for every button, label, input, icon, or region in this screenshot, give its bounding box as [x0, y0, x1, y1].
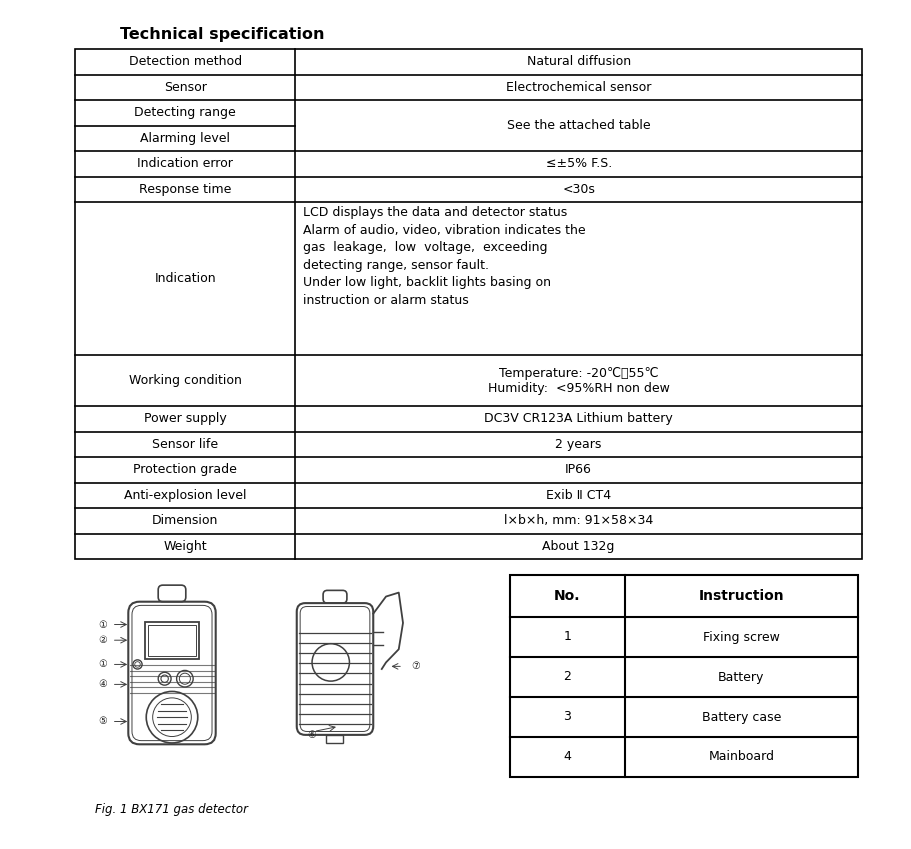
Text: Sensor life: Sensor life: [152, 438, 218, 451]
Text: 4: 4: [563, 751, 570, 763]
Bar: [75, 49, 861, 559]
Bar: [326, 735, 343, 744]
Text: Power supply: Power supply: [144, 413, 226, 425]
Text: 3: 3: [563, 711, 570, 723]
Text: Sensor: Sensor: [164, 81, 207, 93]
Text: Battery case: Battery case: [701, 711, 780, 723]
Text: Indication: Indication: [154, 272, 216, 285]
Text: ①: ①: [98, 620, 107, 629]
Text: Anti-explosion level: Anti-explosion level: [124, 489, 246, 502]
Text: DC3V CR123A Lithium battery: DC3V CR123A Lithium battery: [484, 413, 672, 425]
Text: IP66: IP66: [565, 464, 591, 476]
Text: Response time: Response time: [138, 183, 231, 196]
Bar: [509, 575, 857, 777]
Text: Alarming level: Alarming level: [140, 132, 230, 144]
Text: ①: ①: [98, 660, 107, 670]
Text: See the attached table: See the attached table: [507, 119, 650, 132]
Text: ⑦: ⑦: [411, 661, 420, 672]
Text: Mainboard: Mainboard: [708, 751, 773, 763]
Text: Temperature: -20℃～55℃
Humidity:  <95%RH non dew: Temperature: -20℃～55℃ Humidity: <95%RH n…: [487, 367, 669, 395]
Text: Instruction: Instruction: [698, 589, 783, 603]
Text: 1: 1: [563, 631, 570, 644]
Text: LCD displays the data and detector status
Alarm of audio, video, vibration indic: LCD displays the data and detector statu…: [303, 206, 586, 306]
Bar: [148, 625, 196, 656]
Text: About 132g: About 132g: [542, 540, 614, 553]
Text: 2 years: 2 years: [555, 438, 601, 451]
Bar: [145, 622, 199, 659]
Text: 2: 2: [563, 671, 570, 683]
Text: Battery: Battery: [718, 671, 763, 683]
Text: ⑤: ⑤: [98, 717, 107, 727]
Text: Fig. 1 BX171 gas detector: Fig. 1 BX171 gas detector: [95, 803, 248, 816]
Text: Dimension: Dimension: [152, 514, 218, 527]
Text: ②: ②: [98, 635, 107, 645]
Text: Indication error: Indication error: [137, 157, 233, 171]
Text: Weight: Weight: [163, 540, 207, 553]
Text: l×b×h, mm: 91×58×34: l×b×h, mm: 91×58×34: [504, 514, 652, 527]
Text: Fixing screw: Fixing screw: [702, 631, 779, 644]
Text: Technical specification: Technical specification: [120, 27, 324, 42]
Text: <30s: <30s: [561, 183, 595, 196]
Text: ⑥: ⑥: [307, 730, 316, 739]
Text: Detection method: Detection method: [128, 55, 241, 68]
Text: ≤±5% F.S.: ≤±5% F.S.: [545, 157, 611, 171]
Text: Protection grade: Protection grade: [133, 464, 237, 476]
Text: No.: No.: [554, 589, 580, 603]
Text: Natural diffusion: Natural diffusion: [526, 55, 630, 68]
Text: Working condition: Working condition: [128, 374, 241, 387]
Text: Detecting range: Detecting range: [134, 106, 236, 119]
Text: Exib Ⅱ CT4: Exib Ⅱ CT4: [546, 489, 610, 502]
Text: Electrochemical sensor: Electrochemical sensor: [506, 81, 650, 93]
Text: ④: ④: [98, 679, 107, 689]
